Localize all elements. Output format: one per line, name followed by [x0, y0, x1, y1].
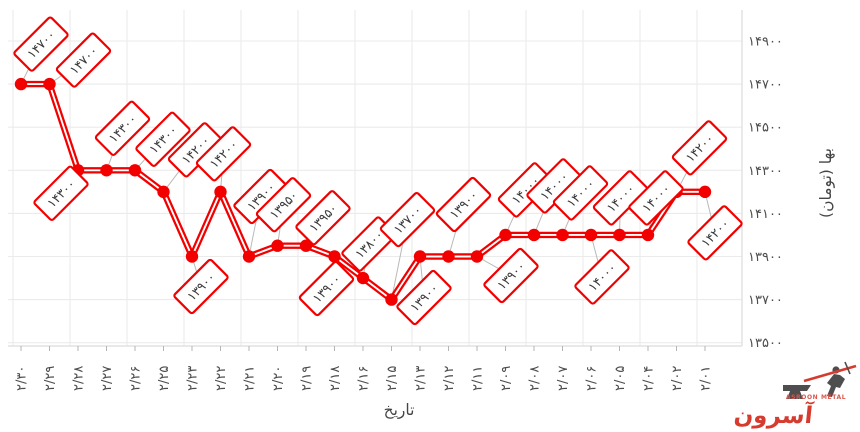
point-label: ۱۴۳۰۰: [94, 100, 151, 156]
point-label-box: [483, 247, 539, 304]
x-tick-label: ۲/۲۲: [214, 366, 229, 391]
x-tick-label: ۲/۰۹: [499, 366, 514, 391]
y-tick-label: ۱۳۵۰۰: [748, 336, 783, 351]
point-label-box: [396, 269, 452, 326]
x-tick-label: ۲/۲۰: [271, 366, 286, 391]
y-tick-label: ۱۴۳۰۰: [748, 164, 783, 179]
data-point-marker: [14, 77, 28, 91]
data-point-marker: [299, 239, 313, 252]
point-label-box: [435, 176, 492, 233]
point-label-box: [552, 165, 609, 221]
data-point-marker: [385, 293, 398, 306]
point-label-box: [628, 170, 684, 226]
point-label-box: [55, 32, 112, 88]
data-point-marker: [157, 185, 170, 199]
point-label: ۱۴۳۰۰: [33, 165, 89, 221]
data-point-marker: [356, 271, 370, 285]
data-point-marker: [527, 228, 541, 242]
x-tick-label: ۲/۱۸: [328, 366, 343, 391]
y-tick-label: ۱۴۵۰۰: [748, 121, 783, 136]
data-point-marker: [43, 77, 56, 91]
x-tick-label: ۲/۱۱: [471, 366, 486, 391]
data-point-marker: [698, 185, 712, 199]
data-point-marker: [613, 228, 626, 242]
point-label: ۱۴۰۰۰: [526, 158, 582, 214]
sword-guard-icon: [844, 361, 851, 375]
point-label: ۱۳۹۰۰: [435, 176, 492, 233]
data-point-marker: [128, 164, 142, 177]
point-label-box: [574, 249, 630, 305]
point-label-box: [671, 120, 728, 176]
point-label-box: [379, 191, 436, 248]
point-label-box: [13, 16, 69, 72]
point-label-box: [94, 100, 151, 156]
y-tick-label: ۱۳۹۰۰: [748, 250, 783, 265]
data-point-marker: [100, 164, 113, 177]
x-tick-label: ۲/۲۷: [100, 366, 115, 391]
data-point-marker: [185, 250, 199, 263]
x-tick-label: ۲/۲۸: [72, 366, 87, 391]
point-label-box: [687, 205, 743, 261]
x-tick-label: ۲/۰۱: [699, 366, 714, 391]
x-tick-label: ۲/۱۲: [442, 366, 457, 391]
data-point-marker: [413, 250, 427, 263]
data-point-marker: [584, 228, 598, 242]
y-tick-label: ۱۴۹۰۰: [748, 35, 783, 50]
x-tick-label: ۲/۲۵: [157, 366, 172, 391]
x-tick-label: ۲/۰۶: [585, 366, 600, 391]
x-tick-label: ۲/۱۵: [385, 366, 400, 391]
point-label-box: [135, 111, 191, 167]
x-tick-label: ۲/۰۲: [670, 366, 685, 391]
x-tick-label: ۲/۳۰: [15, 366, 30, 391]
point-label: ۱۴۰۰۰: [574, 249, 630, 305]
point-label: ۱۳۹۰۰: [173, 258, 229, 315]
x-tick-label: ۲/۲۱: [243, 366, 258, 391]
data-point-marker: [499, 228, 512, 242]
x-axis-title: تاریخ: [384, 401, 415, 420]
point-label: ۱۳۹۰۰: [298, 260, 355, 317]
point-label: ۱۴۲۰۰: [671, 120, 728, 176]
x-tick-label: ۲/۲۳: [186, 366, 201, 391]
point-label-box: [255, 177, 312, 233]
y-tick-label: ۱۴۷۰۰: [748, 78, 783, 93]
watermark-logo: ASROON METAL آسرون: [733, 361, 857, 429]
point-label-box: [195, 126, 252, 182]
data-point-marker: [470, 250, 484, 263]
x-tick-label: ۲/۰۸: [528, 366, 543, 391]
watermark-brand-en: ASROON METAL: [786, 394, 846, 401]
anvil-icon: [783, 385, 811, 399]
x-tick-label: ۲/۱۹: [300, 366, 315, 391]
data-point-marker: [641, 228, 655, 242]
data-point-marker: [214, 185, 227, 199]
data-point-marker: [442, 250, 455, 263]
data-point-marker: [242, 250, 256, 263]
data-point-marker: [556, 228, 569, 242]
point-label-box: [33, 165, 89, 221]
watermark-brand-fa: آسرون: [733, 400, 816, 429]
x-tick-label: ۲/۰۵: [613, 366, 628, 391]
data-point-marker: [328, 250, 341, 263]
x-tick-label: ۲/۰۷: [556, 366, 571, 391]
point-label-box: [295, 190, 351, 246]
x-tick-label: ۲/۲۹: [43, 366, 58, 391]
point-label-box: [298, 260, 355, 317]
x-tick-label: ۲/۱۳: [414, 366, 429, 391]
x-tick-label: ۲/۰۴: [642, 366, 657, 391]
data-point-marker: [271, 239, 284, 252]
y-axis-title: بها (تومان): [817, 148, 836, 218]
x-tick-label: ۲/۱۶: [357, 366, 372, 391]
y-tick-label: ۱۳۷۰۰: [748, 293, 783, 308]
x-tick-label: ۲/۲۶: [129, 366, 144, 391]
y-tick-label: ۱۴۱۰۰: [748, 207, 783, 222]
point-label-box: [173, 258, 229, 315]
